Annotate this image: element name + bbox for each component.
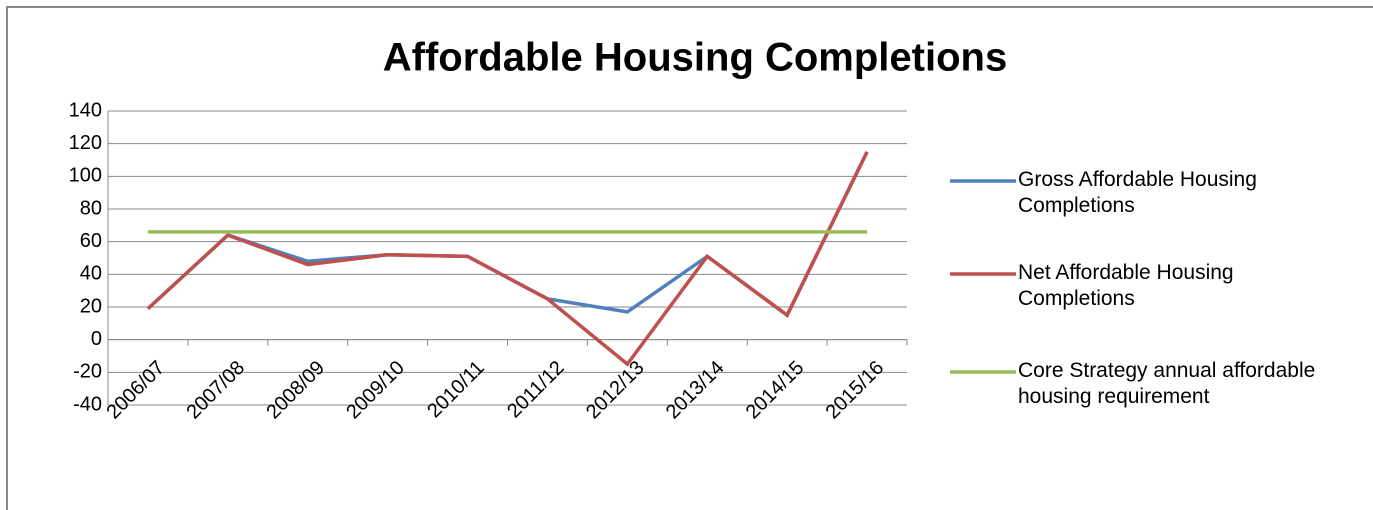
x-tick-label: 2013/14 [662,357,729,424]
legend-label: Net Affordable Housing Completions [1018,261,1234,310]
y-tick-label: -20 [73,361,102,383]
x-tick-label: 2010/11 [423,357,489,423]
y-tick-label: 80 [80,197,102,219]
y-tick-label: -40 [73,393,102,415]
y-tick-label: 40 [80,263,102,285]
x-tick-label: 2015/16 [822,357,889,424]
x-tick-label: 2006/07 [103,357,170,424]
y-tick-label: 100 [69,165,102,187]
y-tick-label: 20 [80,295,102,317]
chart-title: Affordable Housing Completions [383,36,1007,80]
legend-label: Core Strategy annual affordable housing … [1018,359,1316,408]
y-tick-label: 120 [69,132,102,154]
x-tick-label: 2009/10 [342,357,409,424]
x-tick-label: 2012/13 [582,357,649,424]
y-tick-label: 0 [91,328,102,350]
series-line [146,151,869,367]
y-tick-label: 60 [80,230,102,252]
legend-label: Gross Affordable Housing Completions [1018,168,1257,217]
x-tick-label: 2014/15 [742,357,809,424]
x-tick-label: 2008/09 [262,357,329,424]
x-tick-label: 2011/12 [503,357,569,423]
x-tick-label: 2007/08 [182,357,249,424]
chart-border [6,6,1373,510]
y-tick-label: 140 [69,99,102,121]
